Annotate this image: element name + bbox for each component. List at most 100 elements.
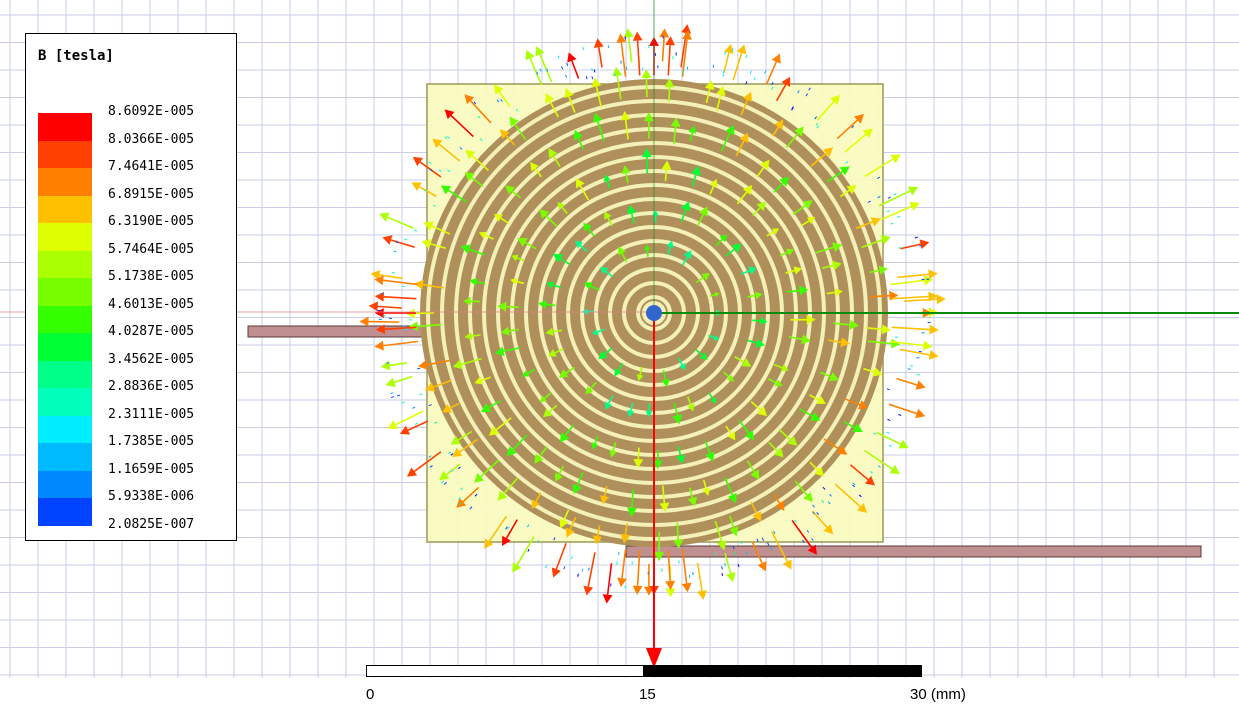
field-arrow [546, 281, 561, 289]
field-arrow-shaft [822, 264, 834, 269]
field-arrow-head [681, 24, 691, 34]
field-arrow [432, 138, 461, 162]
field-arrow-shaft [844, 133, 867, 153]
field-arrow-head [583, 585, 594, 596]
field-arrow-head [666, 240, 674, 248]
legend-swatch [38, 498, 92, 526]
field-speckle [797, 90, 800, 94]
field-speckle [423, 189, 427, 192]
legend-value: 3.4562E-005 [108, 351, 195, 367]
field-speckle [582, 46, 585, 51]
field-arrow [452, 438, 478, 457]
field-speckle [739, 540, 742, 545]
field-arrow-shaft [569, 516, 577, 530]
field-arrow [878, 186, 919, 207]
field-arrow-shaft [548, 404, 558, 413]
field-arrow [643, 112, 654, 139]
field-arrow-head [774, 379, 783, 387]
field-arrow-shaft [571, 60, 580, 79]
field-speckle [444, 136, 448, 140]
field-arrow-shaft [662, 370, 667, 380]
field-arrow [869, 290, 899, 301]
field-arrow-head [665, 588, 676, 598]
field-arrow [728, 515, 739, 537]
field-arrow-shaft [785, 132, 799, 148]
field-arrow [834, 483, 868, 513]
field-arrow-shaft [414, 311, 435, 315]
field-arrow-head [705, 451, 715, 462]
field-arrow-shaft [809, 394, 819, 401]
field-arrow [659, 485, 670, 513]
field-arrow-head [659, 502, 670, 513]
color-legend[interactable]: B [tesla] 8.6092E-005 8.0366E-005 7.4641E-… [25, 33, 237, 541]
field-speckle [893, 193, 897, 196]
field-arrow [828, 337, 851, 348]
field-arrow [387, 410, 424, 430]
field-arrow-head [659, 28, 670, 38]
field-arrow-head [928, 269, 938, 280]
field-arrow-head [600, 495, 610, 505]
field-arrow-head [609, 449, 617, 458]
field-arrow-shaft [511, 190, 521, 199]
field-speckle [553, 537, 556, 541]
field-speckle [395, 241, 399, 244]
field-speckle [753, 77, 756, 81]
field-arrow-shaft [445, 463, 461, 476]
field-arrow-shaft [702, 479, 707, 489]
field-arrow [673, 522, 684, 549]
field-arrow-head [923, 275, 934, 286]
field-arrow-shaft [828, 339, 842, 343]
field-speckle [852, 482, 856, 486]
field-arrow-shaft [734, 355, 745, 363]
field-arrow-head [806, 314, 816, 325]
field-arrow-shaft [766, 231, 775, 237]
field-speckle [764, 70, 767, 74]
field-speckle [413, 229, 418, 232]
field-arrow [740, 91, 753, 116]
field-arrow-head [464, 332, 473, 341]
field-arrow-shaft [773, 182, 784, 193]
field-arrow-head [741, 358, 752, 367]
field-speckle [919, 244, 923, 247]
field-arrow [636, 366, 644, 382]
field-arrow-shaft [695, 349, 703, 356]
field-speckle [446, 135, 450, 139]
field-arrow [750, 501, 762, 522]
field-speckle [756, 538, 759, 542]
legend-swatch [38, 443, 92, 471]
field-arrow [375, 324, 417, 335]
field-speckle [545, 565, 548, 569]
field-arrow-head [598, 350, 608, 360]
output-lead [625, 545, 1202, 558]
field-arrow-shaft [814, 246, 834, 254]
field-arrow-head [548, 148, 558, 159]
legend-swatch [38, 278, 92, 306]
field-arrow-shaft [552, 329, 563, 333]
field-arrow-shaft [620, 42, 627, 77]
field-arrow-shaft [563, 509, 570, 521]
field-arrow-head [575, 178, 585, 189]
field-arrow-shaft [470, 100, 492, 124]
field-arrow [460, 244, 486, 256]
field-arrow-shaft [869, 269, 880, 274]
field-arrow [480, 400, 501, 413]
field-arrow [564, 87, 576, 113]
field-arrow-shaft [725, 248, 736, 257]
field-arrow-shaft [418, 186, 437, 197]
field-arrow [623, 28, 634, 63]
field-arrow-shaft [689, 487, 694, 499]
field-arrow-shaft [387, 216, 414, 229]
field-arrow [794, 480, 813, 503]
field-arrow-head [701, 273, 711, 281]
field-arrow [399, 420, 429, 435]
field-arrow-head [760, 317, 768, 325]
field-speckle [404, 238, 408, 241]
field-arrow-shaft [590, 285, 600, 291]
field-arrow-shaft [826, 291, 836, 295]
field-speckle [858, 494, 862, 498]
field-arrow-shaft [564, 424, 574, 436]
field-speckle [500, 98, 503, 102]
field-arrow [765, 53, 781, 85]
